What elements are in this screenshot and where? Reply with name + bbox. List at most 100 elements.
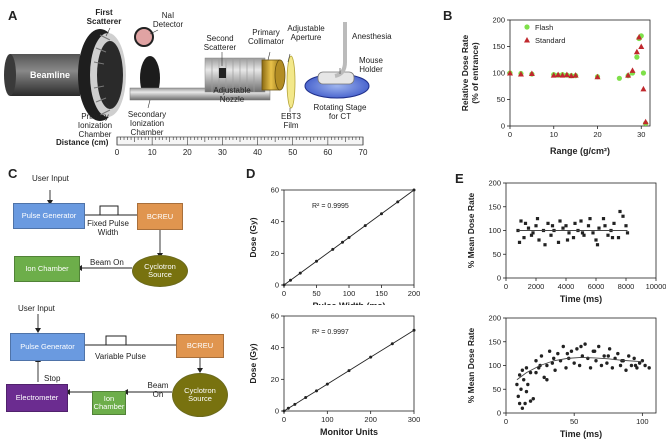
c-bottom-electrometer: Electrometer [6,384,68,412]
standard-point [642,118,649,125]
ruler-tick-label: 70 [358,148,368,157]
data-point [289,278,292,282]
y-axis-label: Dose (Gy) [248,217,258,257]
x-tick-label: 6000 [588,282,605,291]
data-point [534,370,538,375]
x-tick-label: 4000 [558,282,575,291]
y-tick-label: 100 [488,226,501,235]
data-point [528,399,533,403]
data-point [629,363,634,368]
x-tick-label: 20 [593,130,601,139]
data-point [621,214,625,218]
data-point [594,359,598,363]
data-point [331,247,335,251]
standard-point [638,43,645,49]
data-point [282,409,286,413]
data-point [304,396,308,400]
x-axis-label: Monitor Units [320,427,378,437]
schematic-connectors [35,190,203,395]
data-point [582,233,586,237]
data-point [522,378,526,382]
ruler-label: Distance (cm) [56,138,109,147]
x-tick-label: 0 [504,417,508,426]
x-axis-label: Time (ms) [560,429,602,439]
data-point [550,224,555,228]
data-point [524,389,529,394]
x-tick-label: 300 [408,415,421,424]
data-point [567,231,571,235]
data-point [588,366,593,370]
standard-point [563,71,570,78]
standard-point [507,70,513,76]
label-beamline: Beamline [30,70,71,80]
standard-point [572,72,579,78]
y-tick-label: 0 [497,409,501,418]
data-point [529,233,534,237]
standard-point [559,72,566,78]
data-point [586,224,591,228]
y-tick-label: 50 [497,95,505,104]
flash-point [616,75,622,81]
y-tick-label: 0 [275,281,279,290]
x-tick-label: 200 [364,415,377,424]
data-point [565,238,570,242]
x-tick-label: 100 [636,417,649,426]
data-point [534,359,538,363]
chart-e-bottom: 0 50 100 0 50 100 150 200 Time (ms) % Mean Dose R… [466,314,657,439]
y-tick-label: 100 [492,69,505,78]
x-tick-label: 30 [637,130,645,139]
data-point [571,236,576,240]
legend-marker-flash [524,24,530,30]
data-point [325,382,329,386]
y-tick-label: 0 [497,274,501,283]
data-point [534,224,538,228]
data-point [556,240,561,244]
data-point [605,361,609,365]
data-point [597,344,601,349]
panel-label-e: E [455,171,464,186]
data-point [583,342,587,346]
data-point [569,349,574,353]
label-first-scatterer: First Scatterer [86,8,122,26]
y-tick-label: 40 [271,217,279,226]
data-point [573,221,577,225]
legend-label: Standard [535,36,565,45]
panel-label-d: D [246,166,256,181]
c-top-pulse-label: Fixed Pulse Width [87,219,129,237]
y-tick-label: 150 [492,42,505,51]
data-point [637,361,642,365]
data-point [588,217,592,221]
ruler-tick-label: 10 [147,148,157,157]
data-point [369,355,373,359]
data-point [610,366,615,370]
x-tick-label: 10000 [646,282,666,291]
data-point [597,226,601,230]
data-point [543,243,547,247]
data-point [558,219,562,223]
data-point [315,259,318,263]
y-axis-label: Relative Dose Rate(% of entrance) [460,34,480,111]
c-top-cyclotron: Cyclotron Source [132,255,188,287]
c-top-pulse-generator: Pulse Generator [13,203,85,229]
x-tick-label: 50 [312,289,320,298]
c-bottom-stop: Stop [44,374,61,383]
x-tick-label: 8000 [618,282,635,291]
data-point [565,351,570,356]
fit-line [283,329,415,412]
c-bottom-ion-chamber: Ion Chamber [92,391,126,415]
standard-point [636,33,643,40]
data-point [545,378,549,382]
data-point [526,382,530,387]
ruler-tick-label: 50 [288,148,298,157]
standard-point [633,48,640,55]
data-point [517,373,522,377]
label-adjustable-nozzle: Adjustable Nozzle [213,86,251,104]
data-point [531,397,535,401]
data-point [564,366,568,370]
y-tick-label: 20 [271,249,279,258]
c-bottom-user-input: User Input [18,304,55,313]
data-point [595,243,600,247]
data-point [546,221,550,225]
data-point [599,363,604,368]
data-point [412,188,416,192]
